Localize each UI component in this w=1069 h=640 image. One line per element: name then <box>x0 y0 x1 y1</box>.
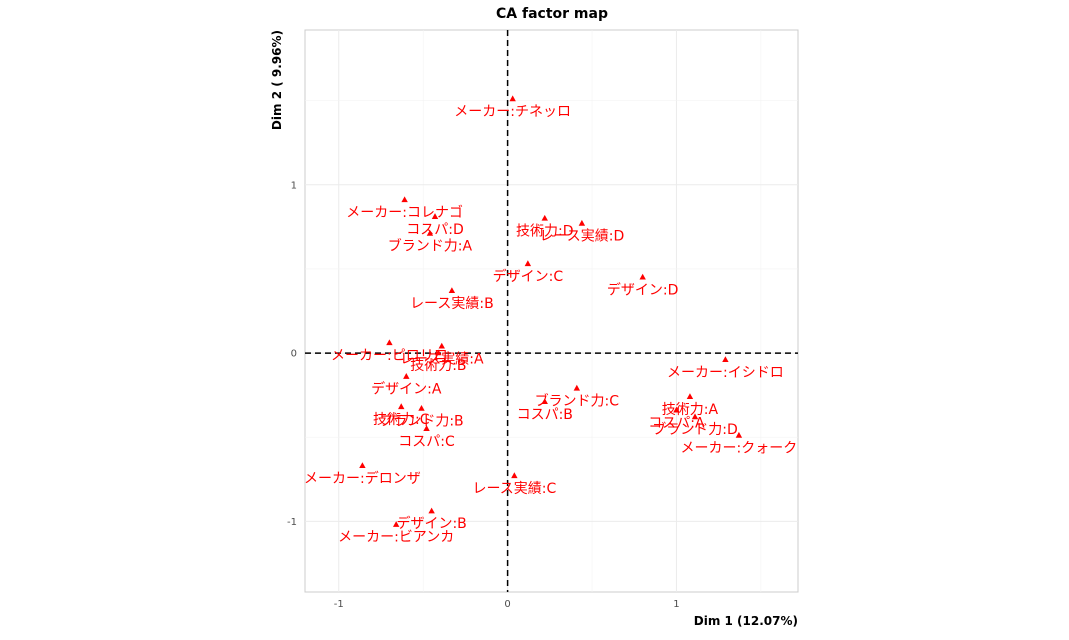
point-label: コスパ:A <box>648 415 705 431</box>
data-point <box>431 213 439 219</box>
point-label: メーカー:ピロリロ <box>331 348 448 364</box>
data-point <box>435 349 442 356</box>
point-label: メーカー:クォーク <box>681 441 798 457</box>
y-tick-label: -1 <box>287 517 297 528</box>
data-point <box>691 413 699 420</box>
data-point <box>398 403 405 410</box>
data-point <box>428 507 435 514</box>
data-point <box>418 404 425 411</box>
data-point <box>511 472 518 479</box>
point-label: レース実績:D <box>539 229 624 245</box>
reference-lines <box>305 30 798 592</box>
plot-panel <box>304 29 799 593</box>
data-point <box>423 425 430 431</box>
data-point <box>359 462 366 469</box>
data-point <box>401 196 408 203</box>
data-point <box>448 287 456 294</box>
point-label: ブランド力:A <box>388 238 473 255</box>
x-axis-title: Dim 1 (12.07%) <box>694 614 798 628</box>
point-label: デザイン:A <box>371 381 442 398</box>
point-label: メーカー:チネッロ <box>454 104 571 120</box>
y-tick-label: 0 <box>291 349 297 360</box>
point-label: ブランド力:D <box>652 421 738 438</box>
data-point <box>438 342 445 349</box>
data-point <box>392 521 400 527</box>
point-label: デザイン:B <box>396 515 466 532</box>
chart-title: CA factor map <box>496 6 608 22</box>
point-label: コスパ:D <box>406 222 464 238</box>
point-label: デザイン:C <box>493 268 564 285</box>
point-label: レース実績:C <box>472 481 556 497</box>
point-label: 技術力:C <box>373 412 430 428</box>
data-point <box>541 214 548 221</box>
point-label: メーカー:ビアンカ <box>338 530 454 546</box>
point-label: メーカー:イシドロ <box>667 365 784 381</box>
point-label: コスパ:C <box>398 434 455 450</box>
data-point <box>573 384 581 391</box>
data-point <box>735 431 743 438</box>
point-label: ブランド力:B <box>379 413 463 430</box>
tick-labels: -1 0 1 -1 0 1 <box>287 180 680 610</box>
point-label: コスパ:B <box>517 407 573 423</box>
data-point <box>686 393 694 400</box>
data-point <box>524 260 532 267</box>
point-label: 技術力:B <box>410 358 466 374</box>
data-points <box>359 95 743 527</box>
x-tick-label: -1 <box>334 599 344 610</box>
point-label: 技術力:D <box>516 223 574 239</box>
point-label: レース実績:B <box>410 296 494 312</box>
x-tick-label: 1 <box>673 599 679 610</box>
data-point <box>403 373 410 379</box>
data-point <box>426 229 434 236</box>
y-tick-label: 1 <box>291 180 297 191</box>
point-label: 技術力:A <box>662 402 719 418</box>
point-label: レース実績:A <box>400 351 484 367</box>
y-axis-title: Dim 2 ( 9.96%) <box>270 30 284 130</box>
point-label: ブランド力:C <box>535 392 620 409</box>
x-tick-label: 0 <box>504 599 510 610</box>
data-point <box>509 95 516 102</box>
data-point <box>386 339 393 346</box>
data-point <box>541 398 548 405</box>
point-label: デザイン:D <box>607 281 679 298</box>
point-label: メーカー:コレナゴ <box>346 204 463 221</box>
point-label: メーカー:デロンザ <box>304 470 421 487</box>
data-point <box>673 406 680 413</box>
data-point <box>578 219 586 226</box>
data-point <box>722 356 729 362</box>
data-point <box>639 273 646 280</box>
